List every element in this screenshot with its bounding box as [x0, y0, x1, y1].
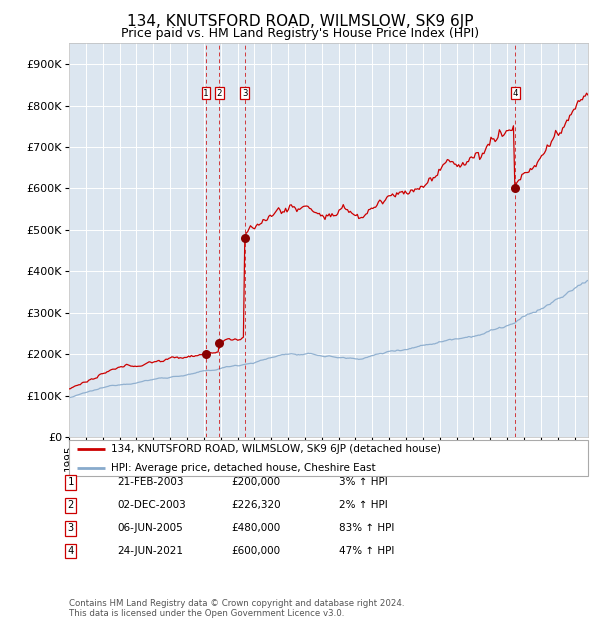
Text: 4: 4 [512, 89, 518, 97]
Text: 06-JUN-2005: 06-JUN-2005 [117, 523, 183, 533]
Text: 3% ↑ HPI: 3% ↑ HPI [339, 477, 388, 487]
Text: 47% ↑ HPI: 47% ↑ HPI [339, 546, 394, 556]
Text: Price paid vs. HM Land Registry's House Price Index (HPI): Price paid vs. HM Land Registry's House … [121, 27, 479, 40]
Text: £600,000: £600,000 [231, 546, 280, 556]
Text: Contains HM Land Registry data © Crown copyright and database right 2024.
This d: Contains HM Land Registry data © Crown c… [69, 599, 404, 618]
Text: 21-FEB-2003: 21-FEB-2003 [117, 477, 184, 487]
Text: 1: 1 [203, 89, 209, 97]
Text: £480,000: £480,000 [231, 523, 280, 533]
Text: £200,000: £200,000 [231, 477, 280, 487]
Text: £226,320: £226,320 [231, 500, 281, 510]
Text: 2: 2 [68, 500, 74, 510]
Text: 134, KNUTSFORD ROAD, WILMSLOW, SK9 6JP: 134, KNUTSFORD ROAD, WILMSLOW, SK9 6JP [127, 14, 473, 29]
Text: 134, KNUTSFORD ROAD, WILMSLOW, SK9 6JP (detached house): 134, KNUTSFORD ROAD, WILMSLOW, SK9 6JP (… [110, 444, 440, 454]
Text: 24-JUN-2021: 24-JUN-2021 [117, 546, 183, 556]
Text: 2: 2 [217, 89, 222, 97]
Text: 2% ↑ HPI: 2% ↑ HPI [339, 500, 388, 510]
Text: 1: 1 [68, 477, 74, 487]
Text: HPI: Average price, detached house, Cheshire East: HPI: Average price, detached house, Ches… [110, 463, 375, 473]
Text: 83% ↑ HPI: 83% ↑ HPI [339, 523, 394, 533]
Text: 02-DEC-2003: 02-DEC-2003 [117, 500, 186, 510]
Text: 4: 4 [68, 546, 74, 556]
Text: 3: 3 [68, 523, 74, 533]
Text: 3: 3 [242, 89, 247, 97]
